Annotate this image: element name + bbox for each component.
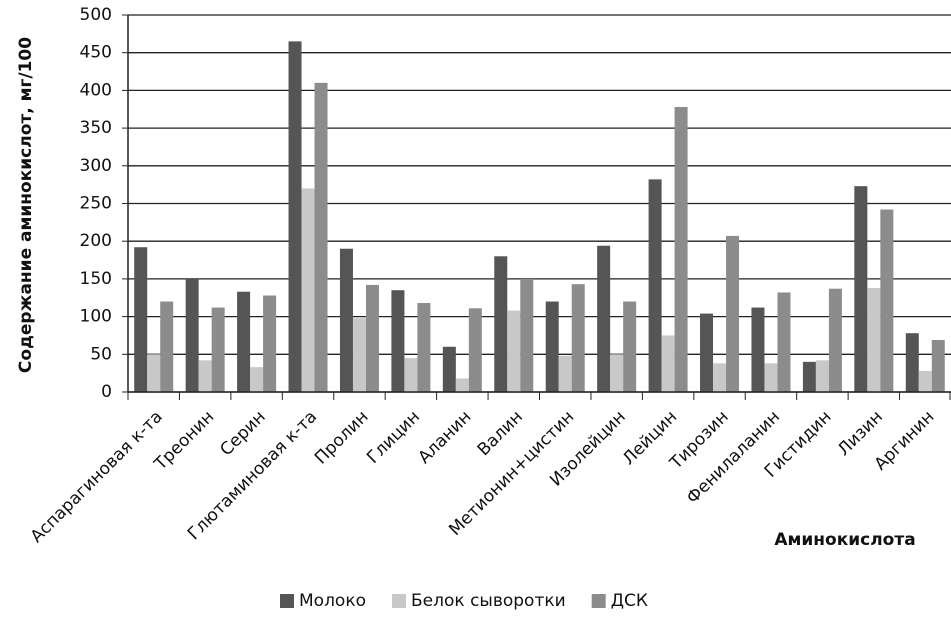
y-tick-label: 100 — [80, 307, 112, 327]
bar — [558, 355, 572, 392]
bar — [237, 291, 251, 392]
bar — [520, 278, 534, 392]
bar — [571, 284, 585, 392]
y-tick-label: 350 — [80, 118, 112, 138]
bar — [867, 287, 881, 392]
bar — [905, 333, 919, 392]
legend-swatch — [392, 594, 407, 608]
legend-label: Белок сыворотки — [411, 591, 566, 611]
y-tick-label: 200 — [80, 231, 112, 251]
bar — [494, 256, 508, 392]
bar — [751, 307, 765, 392]
bar — [365, 284, 379, 392]
x-tick-label: Аспарагиновая к-та — [27, 407, 167, 547]
y-tick-label: 500 — [80, 5, 112, 25]
bar — [468, 308, 482, 392]
bar — [700, 313, 714, 392]
bar — [726, 235, 740, 392]
bar — [777, 292, 791, 392]
bar — [854, 186, 868, 392]
bar — [250, 367, 264, 392]
bar — [288, 41, 302, 392]
bar — [931, 339, 945, 392]
y-tick-label: 0 — [101, 382, 112, 402]
bar — [713, 363, 727, 392]
y-tick-label: 250 — [80, 194, 112, 214]
bar — [545, 301, 559, 392]
bar — [198, 360, 212, 392]
bar — [455, 378, 469, 392]
x-tick-label: Фенилаланин — [683, 407, 784, 508]
bar — [597, 245, 611, 392]
bar — [211, 307, 225, 392]
y-tick-label: 300 — [80, 156, 112, 176]
legend-swatch — [591, 594, 606, 608]
bar — [623, 301, 637, 392]
bar — [185, 278, 199, 392]
bar — [918, 370, 932, 392]
bar — [147, 354, 161, 392]
bar — [339, 248, 353, 392]
bar — [610, 354, 624, 392]
bar — [880, 209, 894, 392]
x-tick-label: Пролин — [311, 407, 373, 469]
bar — [674, 106, 688, 392]
y-tick-label: 50 — [90, 344, 112, 364]
legend-swatch — [280, 594, 294, 608]
x-tick-label: Глицин — [363, 407, 424, 468]
bar — [442, 346, 456, 392]
bar — [661, 335, 675, 392]
bar — [391, 290, 405, 392]
y-tick-label: 150 — [80, 269, 112, 289]
y-tick-label: 400 — [80, 80, 112, 100]
y-axis-label: Содержание аминокислот, мг/100 — [16, 37, 36, 373]
legend-label: ДСК — [611, 591, 648, 611]
bar — [507, 310, 521, 392]
bar — [263, 295, 277, 392]
bar — [134, 247, 148, 392]
x-axis-label: Аминокислота — [774, 530, 915, 550]
bar — [815, 360, 829, 392]
bar — [648, 179, 662, 392]
bar — [352, 318, 366, 392]
bar — [301, 188, 315, 392]
bar — [417, 303, 431, 392]
y-tick-label: 450 — [80, 43, 112, 63]
bar — [764, 363, 778, 392]
bar — [802, 361, 816, 392]
bar — [314, 82, 328, 393]
bar — [404, 358, 418, 392]
legend-label: Молоко — [299, 591, 366, 611]
bar — [828, 288, 842, 392]
bar — [160, 301, 174, 392]
x-tick-label: Аланин — [414, 407, 475, 468]
